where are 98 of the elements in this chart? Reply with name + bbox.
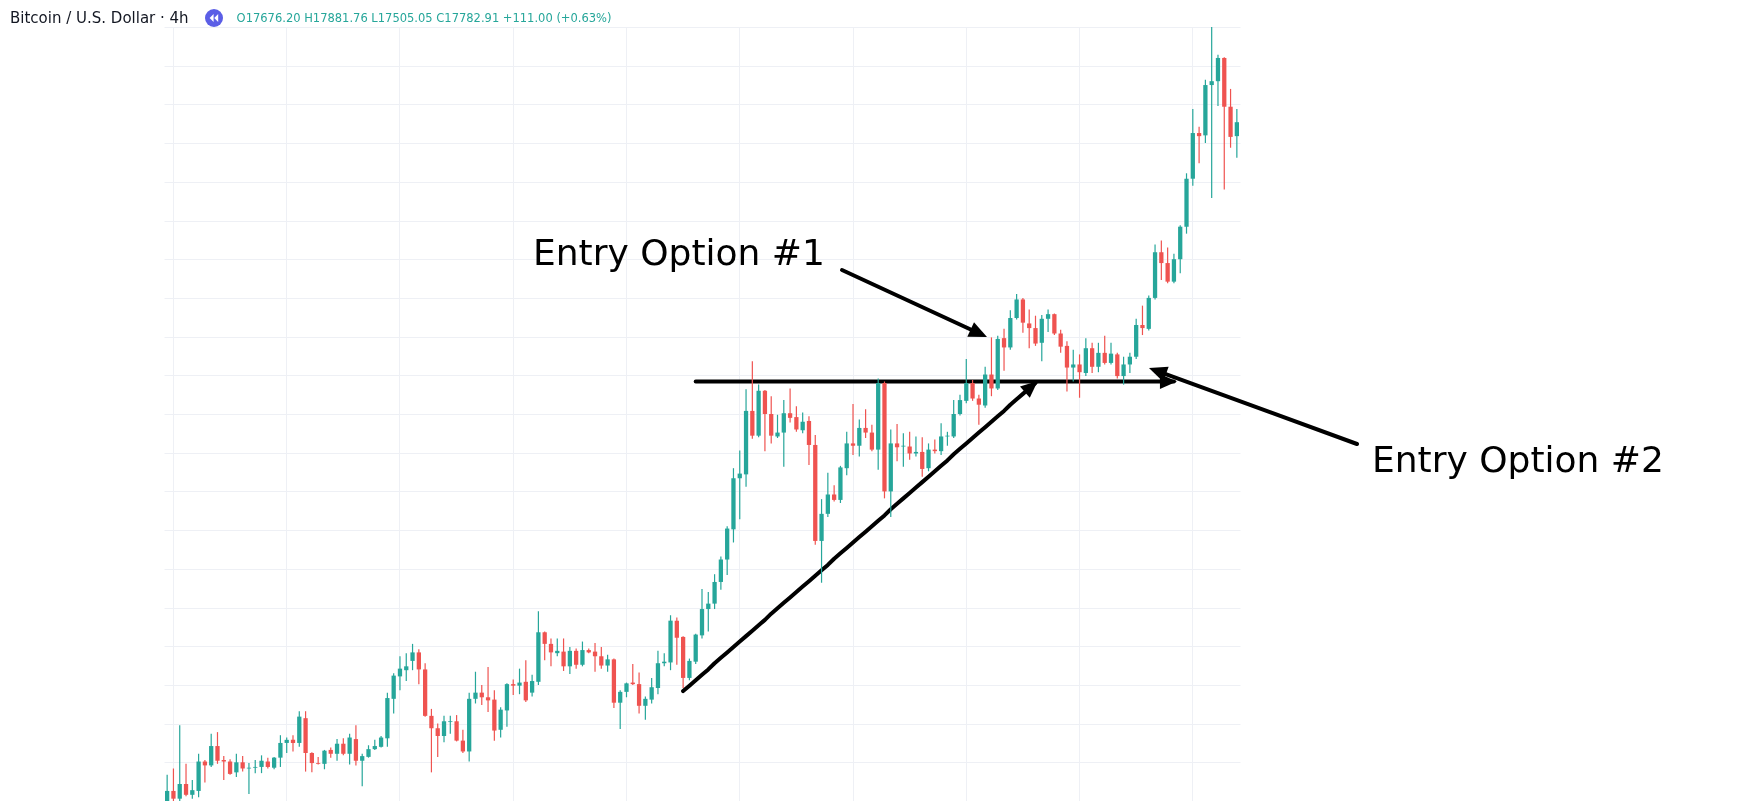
candlestick — [1027, 308, 1032, 349]
candlestick — [857, 418, 862, 458]
candlestick — [567, 646, 572, 675]
candlestick — [454, 714, 459, 742]
candlestick — [347, 733, 352, 766]
candlestick — [1096, 342, 1101, 373]
candlestick — [165, 774, 170, 801]
candlestick — [649, 677, 654, 705]
chart-subtitle: O17676.20 H17881.76 L17505.05 C17782.91 +111.00 (+0.63%) — [236, 11, 612, 25]
candlestick — [712, 573, 717, 610]
candlestick — [920, 436, 925, 478]
candlestick — [989, 336, 994, 397]
candlestick — [599, 646, 604, 670]
candlestick — [794, 405, 799, 433]
candlestick — [718, 555, 724, 591]
candlestick — [894, 423, 900, 462]
candlestick — [1108, 342, 1114, 366]
candlestick — [290, 734, 296, 753]
candlestick — [234, 753, 239, 778]
candlestick — [901, 432, 906, 468]
candlestick — [957, 394, 963, 417]
candlestick — [485, 666, 491, 713]
candlestick — [441, 715, 447, 743]
candlestick — [762, 389, 768, 452]
candlestick — [215, 731, 220, 765]
candlestick — [1001, 328, 1007, 372]
candlestick — [542, 630, 547, 661]
candlestick — [806, 415, 812, 466]
candlestick — [410, 643, 415, 671]
candlestick — [529, 674, 535, 698]
candlestick — [850, 403, 856, 456]
candlestick — [636, 671, 642, 715]
candlestick — [278, 734, 283, 768]
candlestick — [926, 442, 931, 472]
candlestick — [1209, 26, 1214, 199]
candlestick — [1171, 253, 1177, 284]
candlestick — [1058, 329, 1063, 354]
candlestick — [416, 648, 421, 685]
candlestick — [1077, 353, 1082, 399]
candlestick — [1165, 246, 1170, 284]
candlestick — [976, 394, 981, 426]
candlestick — [473, 671, 478, 705]
candlestick — [1115, 352, 1120, 379]
candlestick — [1140, 305, 1145, 336]
candlestick — [360, 753, 365, 787]
candlestick — [970, 379, 975, 402]
candlestick — [183, 763, 189, 797]
candlestick — [517, 668, 522, 695]
candlestick — [1215, 54, 1221, 107]
candlestick — [1196, 126, 1202, 164]
candlestick — [1234, 108, 1239, 159]
candlestick — [938, 422, 944, 456]
candlestick — [309, 751, 315, 773]
candlestick — [1020, 297, 1026, 334]
candlestick — [429, 708, 434, 773]
candlestick — [1045, 308, 1051, 333]
candlestick — [498, 706, 503, 739]
candlestick — [1071, 349, 1076, 383]
candlestick — [781, 399, 786, 468]
candlestick — [221, 755, 226, 781]
candlestick — [190, 779, 195, 800]
candlestick — [964, 358, 969, 404]
candlestick — [1089, 342, 1095, 374]
candlestick — [561, 637, 566, 672]
candlestick — [951, 399, 956, 439]
candlestick — [769, 395, 774, 445]
candlestick — [1064, 340, 1070, 393]
annotation: Entry Option #1 — [533, 232, 825, 273]
candlestick — [435, 723, 440, 758]
candlestick — [353, 724, 359, 766]
candlestick — [580, 640, 585, 667]
candlestick — [574, 647, 579, 670]
candlestick — [1159, 240, 1164, 281]
candlestick — [825, 472, 830, 518]
candlestick — [209, 733, 214, 768]
candlestick — [334, 738, 340, 762]
candlestick — [1052, 312, 1057, 336]
candlestick — [171, 767, 176, 801]
candlestick — [1121, 356, 1126, 386]
candlestick — [391, 672, 396, 715]
candlestick — [618, 689, 623, 730]
candlestick — [1102, 335, 1107, 366]
candlestick — [787, 387, 793, 424]
candlestick — [643, 695, 648, 721]
candlestick — [523, 659, 528, 703]
candlestick — [674, 616, 679, 666]
candlestick — [404, 652, 409, 682]
candlestick — [832, 484, 837, 503]
candlestick — [177, 724, 182, 801]
candlestick — [322, 749, 327, 770]
candlestick — [869, 424, 875, 452]
candlestick — [1039, 314, 1044, 362]
candlestick — [1033, 315, 1038, 347]
chart-title: Bitcoin / U.S. Dollar · 4h — [10, 9, 189, 27]
text: Entry Option #2 — [1372, 439, 1664, 480]
candlestick — [863, 408, 868, 439]
candlestick — [1014, 293, 1019, 321]
candlestick — [687, 657, 692, 681]
